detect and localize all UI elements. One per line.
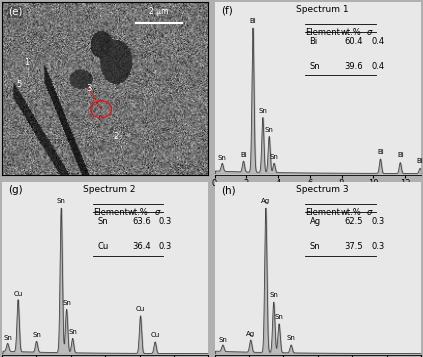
Text: Sn: Sn <box>218 155 227 161</box>
Text: Bi: Bi <box>397 152 404 158</box>
Text: 2: 2 <box>113 132 118 141</box>
Text: Sn: Sn <box>310 242 320 251</box>
Text: Sn: Sn <box>97 217 107 226</box>
Text: Spectrum 3: Spectrum 3 <box>296 185 348 195</box>
Text: (e): (e) <box>8 7 23 17</box>
Text: Element: Element <box>305 208 340 217</box>
Text: (g): (g) <box>8 185 23 195</box>
Text: Bi: Bi <box>310 37 318 46</box>
Text: wt.%: wt.% <box>341 28 361 37</box>
Text: (h): (h) <box>221 185 236 195</box>
Text: Element: Element <box>93 208 128 217</box>
Text: Cu: Cu <box>151 332 160 338</box>
Text: 63.6: 63.6 <box>132 217 151 226</box>
Text: Sn: Sn <box>310 61 320 71</box>
Text: Sn: Sn <box>275 314 283 320</box>
Text: 0.3: 0.3 <box>371 217 385 226</box>
Text: 37.5: 37.5 <box>345 242 363 251</box>
Text: Bi: Bi <box>240 152 247 158</box>
Text: 39.6: 39.6 <box>345 61 363 71</box>
X-axis label: E/keV: E/keV <box>305 190 330 198</box>
Text: Sn: Sn <box>62 300 71 306</box>
Text: Sn: Sn <box>258 108 267 114</box>
Text: 0.3: 0.3 <box>371 242 385 251</box>
Text: Ag: Ag <box>310 217 321 226</box>
Text: σ: σ <box>367 28 373 37</box>
Text: Sn: Sn <box>265 127 274 133</box>
Text: Spectrum 2: Spectrum 2 <box>83 185 136 195</box>
Text: 60.4: 60.4 <box>345 37 363 46</box>
Text: Cu: Cu <box>97 242 108 251</box>
Text: Ag: Ag <box>246 331 255 337</box>
Text: σ: σ <box>367 208 373 217</box>
Text: 1: 1 <box>24 58 30 67</box>
Text: Bi: Bi <box>377 149 384 155</box>
Text: Sn: Sn <box>3 335 12 341</box>
Text: Element: Element <box>305 28 340 37</box>
Text: σ: σ <box>155 208 160 217</box>
Text: Sn: Sn <box>218 337 227 343</box>
Text: 0.4: 0.4 <box>371 61 385 71</box>
Text: Cu: Cu <box>14 291 23 297</box>
Text: 0.4: 0.4 <box>371 37 385 46</box>
Text: Sn: Sn <box>269 292 278 298</box>
Text: wt.%: wt.% <box>341 208 361 217</box>
Text: 36.4: 36.4 <box>132 242 151 251</box>
Text: wt.%: wt.% <box>128 208 149 217</box>
Text: Bi: Bi <box>417 158 423 164</box>
Text: 62.5: 62.5 <box>345 217 363 226</box>
Text: Ag: Ag <box>261 198 270 204</box>
Text: Sn: Sn <box>270 154 278 160</box>
Text: 5: 5 <box>16 80 21 90</box>
Text: 0.3: 0.3 <box>159 217 172 226</box>
Text: Sn: Sn <box>68 329 77 335</box>
Text: Sn: Sn <box>57 198 66 204</box>
Text: Sn: Sn <box>32 332 41 338</box>
Text: 2 μm: 2 μm <box>149 7 169 16</box>
Text: Cu: Cu <box>136 306 145 312</box>
Text: Spectrum 1: Spectrum 1 <box>296 5 348 14</box>
Text: Bi: Bi <box>250 17 256 24</box>
Text: (f): (f) <box>221 5 233 15</box>
Text: 0.3: 0.3 <box>159 242 172 251</box>
Text: 3: 3 <box>86 84 91 93</box>
Text: Sn: Sn <box>287 335 296 341</box>
